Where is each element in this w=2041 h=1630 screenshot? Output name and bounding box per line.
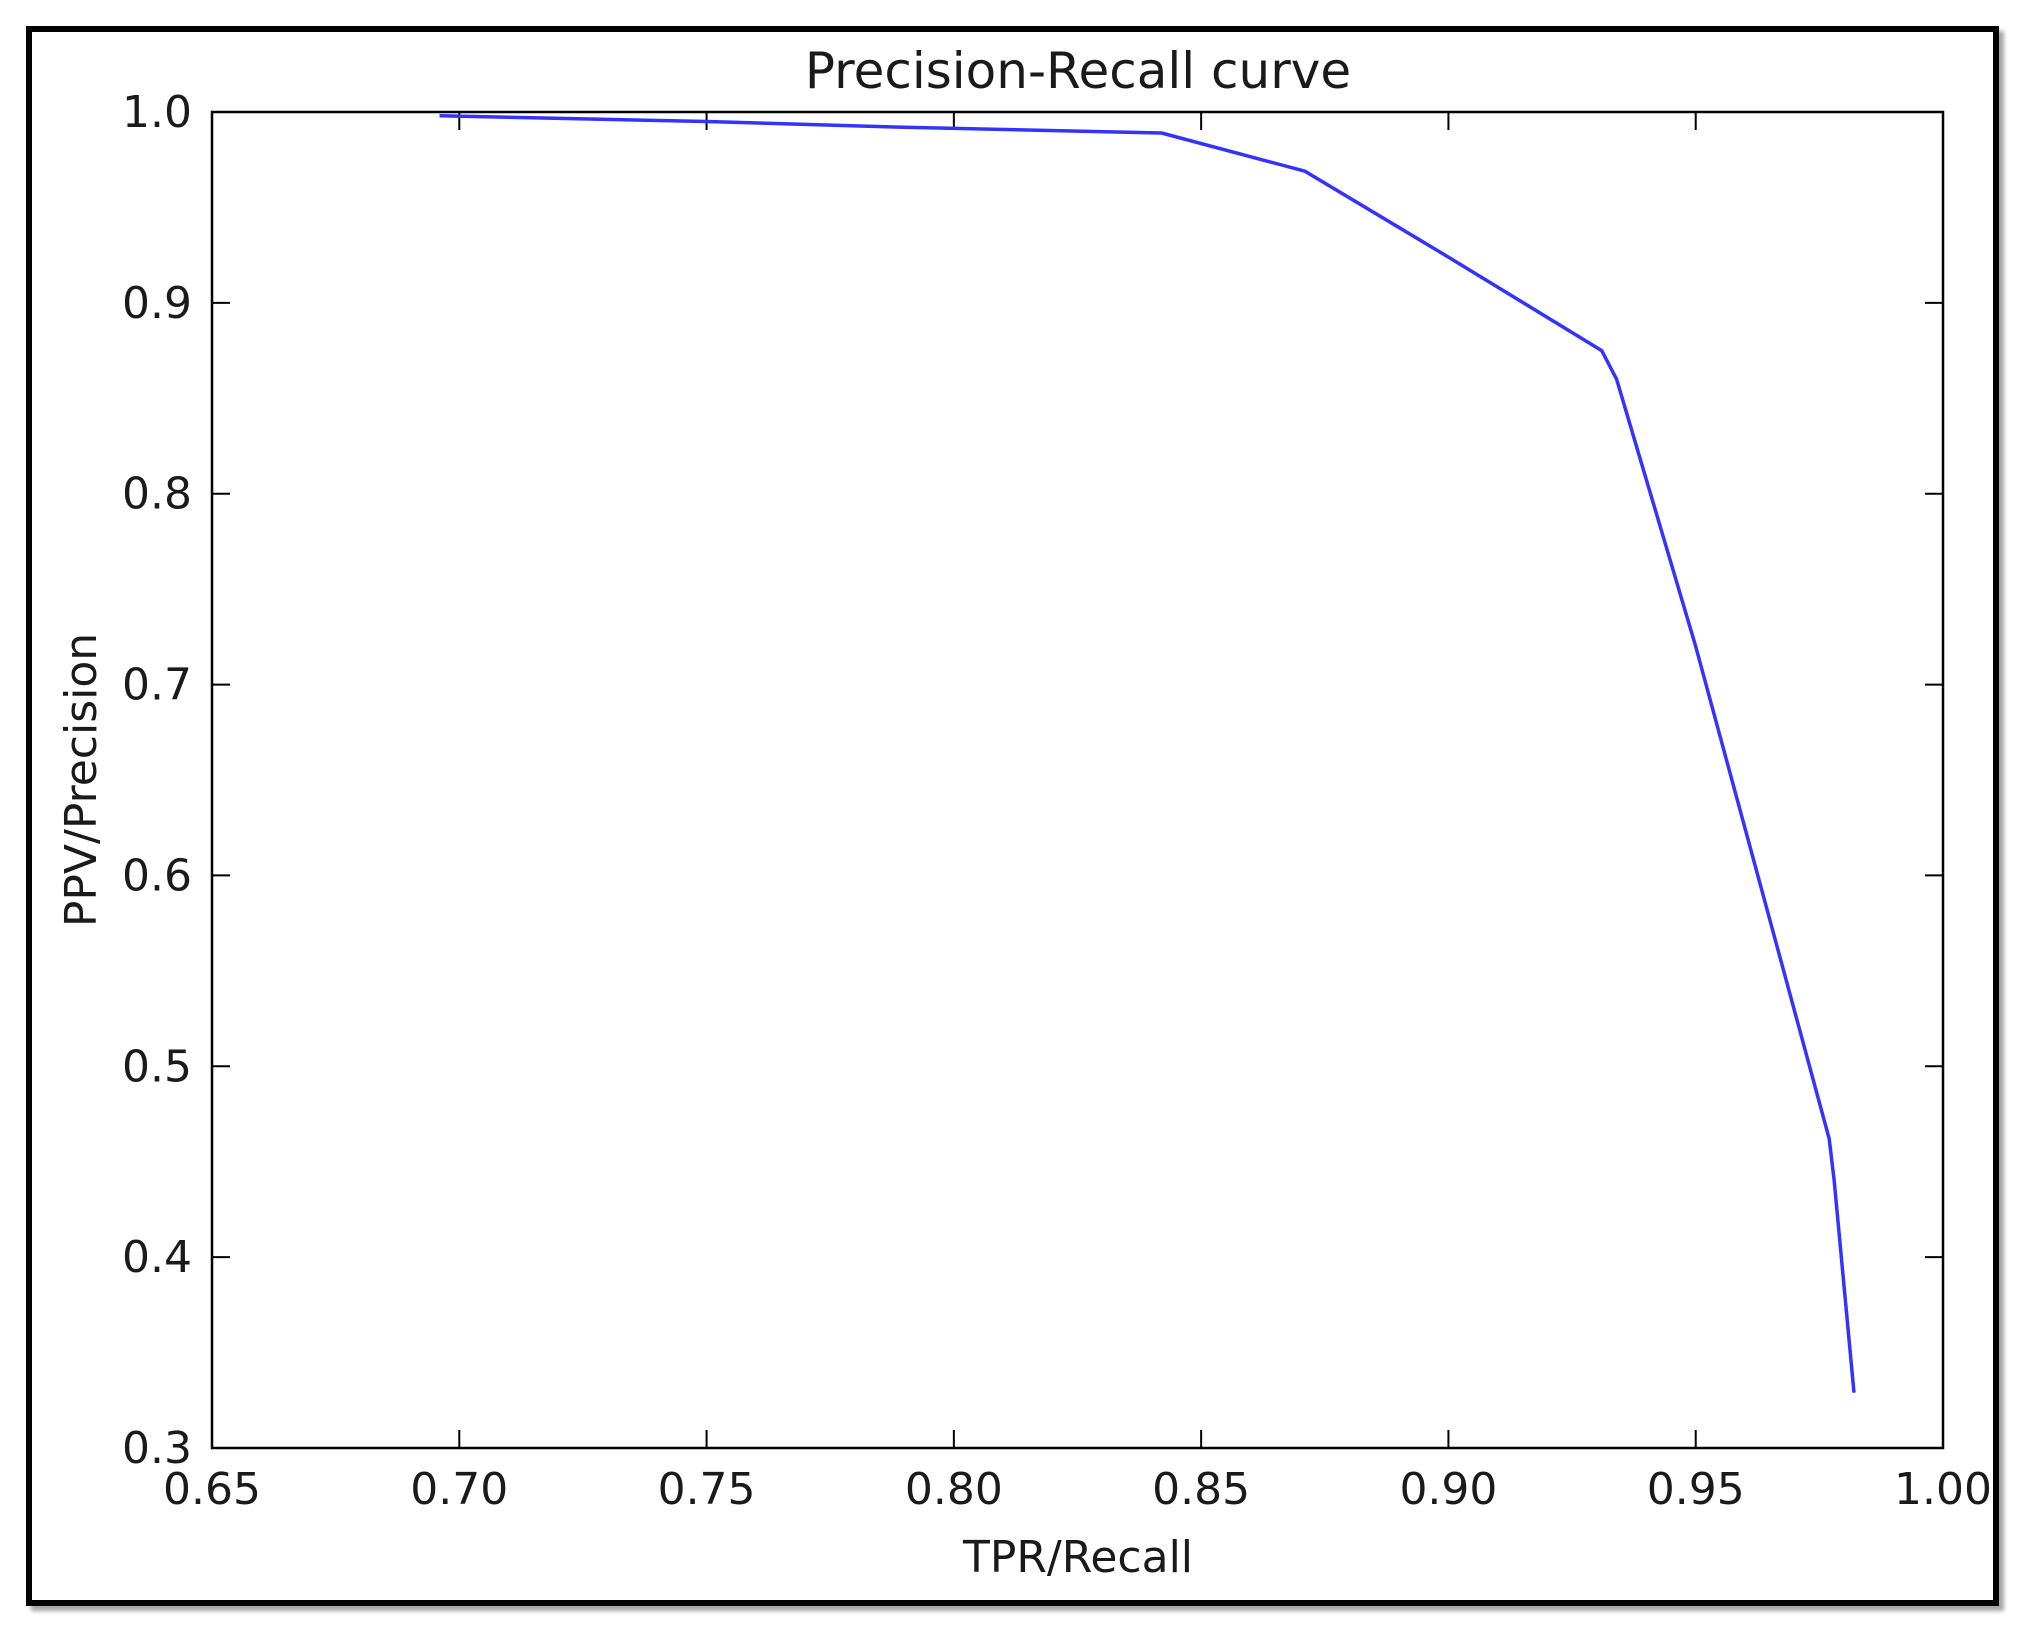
x-tick-label: 0.70 — [410, 1464, 508, 1515]
series-layer — [439, 114, 1856, 1393]
y-tick-labels: 0.3 0.4 0.5 0.6 0.7 0.8 0.9 1.0 — [122, 87, 192, 1474]
x-tick-label: 0.80 — [905, 1464, 1003, 1515]
x-tick-label: 0.95 — [1647, 1464, 1745, 1515]
y-tick-label: 0.8 — [122, 469, 192, 520]
x-tick-label: 0.90 — [1399, 1464, 1497, 1515]
x-tick-label: 0.65 — [163, 1464, 261, 1515]
y-tick-label: 1.0 — [122, 87, 192, 138]
x-tick-labels: 0.65 0.70 0.75 0.80 0.85 0.90 0.95 1.00 — [163, 1464, 1992, 1515]
y-tick-label: 0.5 — [122, 1041, 192, 1092]
x-axis-label: TPR/Recall — [962, 1532, 1193, 1583]
y-tick-label: 0.6 — [122, 850, 192, 901]
tick-marks — [211, 111, 1944, 1449]
series-line — [439, 114, 1856, 1393]
x-tick-label: 0.85 — [1152, 1464, 1250, 1515]
plot-area — [210, 110, 1945, 1450]
chart-title: Precision-Recall curve — [805, 42, 1351, 100]
y-tick-label: 0.4 — [122, 1232, 192, 1283]
y-axis-label: PPV/Precision — [56, 633, 107, 927]
y-tick-label: 0.3 — [122, 1423, 192, 1474]
y-tick-label: 0.7 — [122, 660, 192, 711]
x-tick-label: 0.75 — [658, 1464, 756, 1515]
x-tick-label: 1.00 — [1894, 1464, 1992, 1515]
y-tick-label: 0.9 — [122, 278, 192, 329]
